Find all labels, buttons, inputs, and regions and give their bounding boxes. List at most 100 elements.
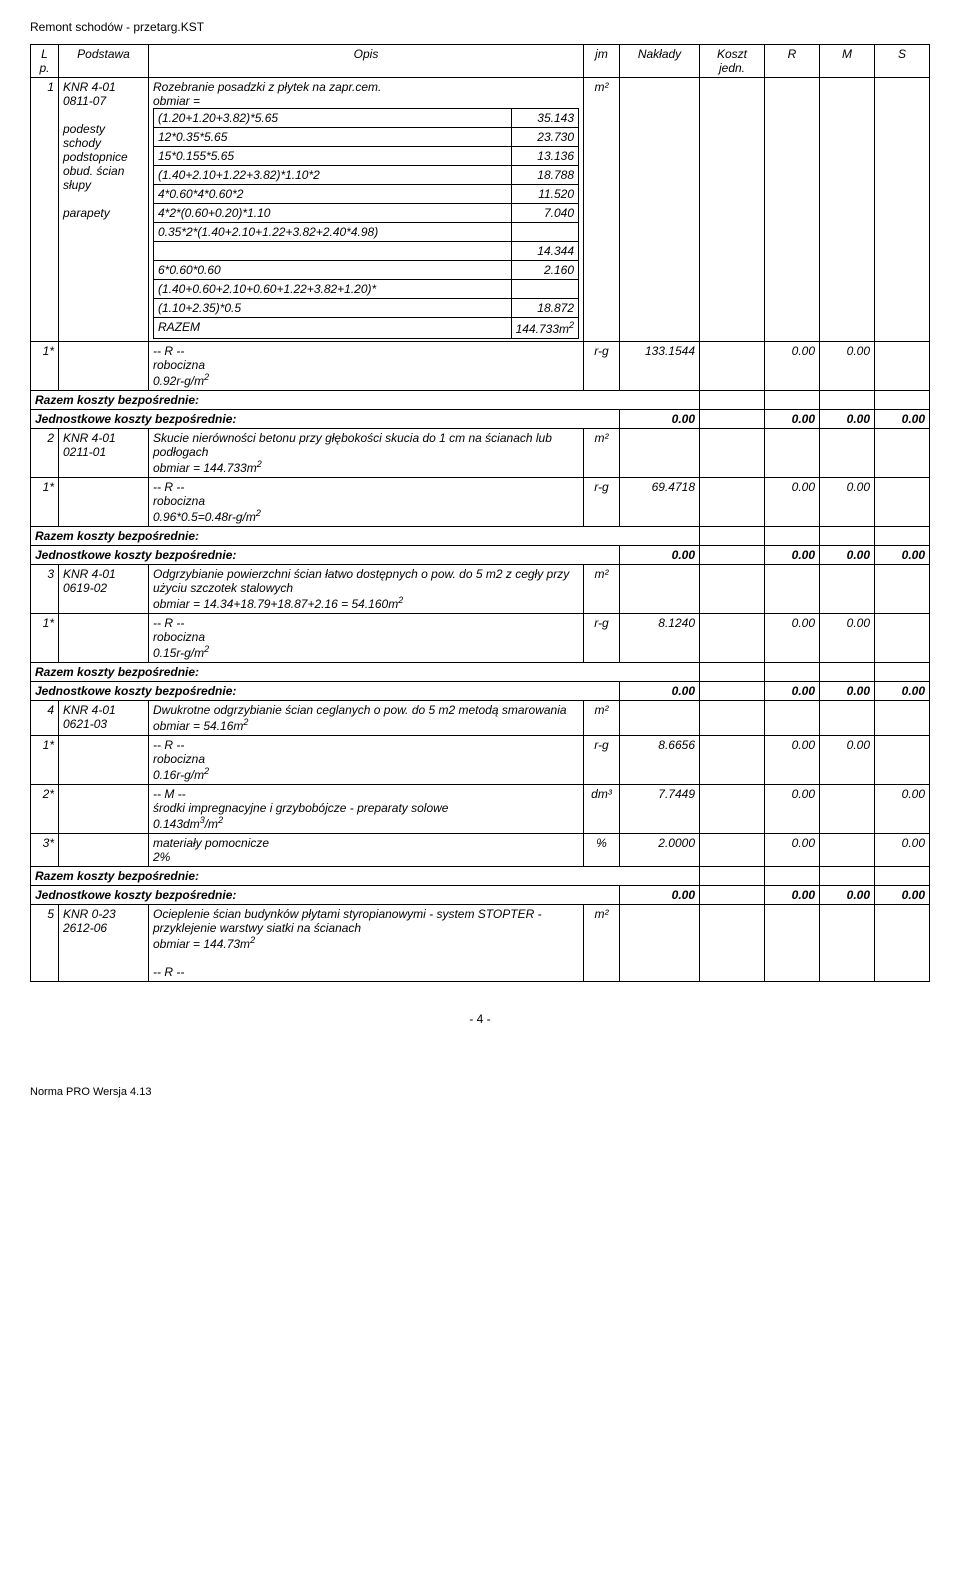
th-koszt: Koszt jedn.	[700, 45, 765, 78]
cell-lp: 1*	[31, 736, 59, 785]
cell-jm: m²	[584, 905, 620, 982]
cell-pod	[59, 342, 149, 391]
cell-r: 0.00	[765, 614, 820, 663]
jedn-label: Jednostkowe koszty bezpośrednie:	[31, 682, 620, 701]
cell-nak: 8.6656	[620, 736, 700, 785]
cell-opis: Dwukrotne odgrzybianie ścian ceglanych o…	[149, 701, 584, 736]
jedn-s: 0.00	[875, 886, 930, 905]
footer-software: Norma PRO Wersja 4.13	[30, 1086, 930, 1098]
jm-val: m²	[595, 80, 609, 94]
cell-opis: -- R --robocizna0.16r-g/m2	[149, 736, 584, 785]
razem-row: Razem koszty bezpośrednie:	[31, 663, 930, 682]
cell-jm: m²	[584, 429, 620, 478]
jedn-m: 0.00	[820, 886, 875, 905]
cell-s	[875, 342, 930, 391]
jedn-row: Jednostkowe koszty bezpośrednie: 0.00 0.…	[31, 682, 930, 701]
th-opis: Opis	[149, 45, 584, 78]
cell-jm: r-g	[584, 342, 620, 391]
cell-lp: 1*	[31, 342, 59, 391]
jedn-m: 0.00	[820, 410, 875, 429]
cell-r: 0.00	[765, 834, 820, 867]
razem-label: Razem koszty bezpośrednie:	[31, 867, 700, 886]
cell-opis: -- R --robocizna0.92r-g/m2	[149, 342, 584, 391]
th-r: R	[765, 45, 820, 78]
table-row: 2 KNR 4-010211-01 Skucie nierówności bet…	[31, 429, 930, 478]
cell-jm: r-g	[584, 614, 620, 663]
cell-jm: %	[584, 834, 620, 867]
cell-s	[875, 78, 930, 342]
jedn-label: Jednostkowe koszty bezpośrednie:	[31, 410, 620, 429]
cell-s: 0.00	[875, 785, 930, 834]
cell-r: 0.00	[765, 342, 820, 391]
table-row: 1* -- R --robocizna0.96*0.5=0.48r-g/m2 r…	[31, 478, 930, 527]
table-row: 5 KNR 0-232612-06 Ocieplenie ścian budyn…	[31, 905, 930, 982]
cell-jm: dm³	[584, 785, 620, 834]
jedn-label: Jednostkowe koszty bezpośrednie:	[31, 546, 620, 565]
cell-opis: -- R --robocizna0.96*0.5=0.48r-g/m2	[149, 478, 584, 527]
cell-m: 0.00	[820, 342, 875, 391]
razem-row: Razem koszty bezpośrednie:	[31, 867, 930, 886]
cell-lp: 1*	[31, 614, 59, 663]
razem-label: Razem koszty bezpośrednie:	[31, 391, 700, 410]
cell-nak	[620, 78, 700, 342]
cell-nak: 2.0000	[620, 834, 700, 867]
cell-lp: 1*	[31, 478, 59, 527]
jedn-s: 0.00	[875, 410, 930, 429]
jedn-r: 0.00	[765, 682, 820, 701]
cell-jm: r-g	[584, 736, 620, 785]
cell-r: 0.00	[765, 785, 820, 834]
jedn-r: 0.00	[765, 410, 820, 429]
jedn-row: Jednostkowe koszty bezpośrednie: 0.00 0.…	[31, 886, 930, 905]
doc-title: Remont schodów - przetarg.KST	[30, 20, 930, 34]
razem-row: Razem koszty bezpośrednie:	[31, 527, 930, 546]
table-row: 3* materiały pomocnicze2% % 2.0000 0.00 …	[31, 834, 930, 867]
cell-r	[765, 78, 820, 342]
table-row: 1* -- R --robocizna0.15r-g/m2 r-g 8.1240…	[31, 614, 930, 663]
cell-m: 0.00	[820, 478, 875, 527]
cell-lp: 2	[31, 429, 59, 478]
cell-opis: materiały pomocnicze2%	[149, 834, 584, 867]
cell-lp: 2*	[31, 785, 59, 834]
th-podstawa: Podstawa	[59, 45, 149, 78]
cell-r: 0.00	[765, 736, 820, 785]
cell-koszt	[700, 342, 765, 391]
cell-pod: KNR 4-010619-02	[59, 565, 149, 614]
cell-opis: Ocieplenie ścian budynków płytami styrop…	[149, 905, 584, 982]
th-naklady: Nakłady	[620, 45, 700, 78]
razem-label: Razem koszty bezpośrednie:	[31, 527, 700, 546]
th-m: M	[820, 45, 875, 78]
table-row: 4 KNR 4-010621-03 Dwukrotne odgrzybianie…	[31, 701, 930, 736]
razem-label: Razem koszty bezpośrednie:	[31, 663, 700, 682]
cell-nak: 8.1240	[620, 614, 700, 663]
cell-lp: 3	[31, 565, 59, 614]
cell-pod: KNR 0-232612-06	[59, 905, 149, 982]
jedn-row: Jednostkowe koszty bezpośrednie: 0.00 0.…	[31, 546, 930, 565]
cell-opis: Skucie nierówności betonu przy głębokośc…	[149, 429, 584, 478]
jedn-val: 0.00	[620, 410, 700, 429]
cell-lp: 5	[31, 905, 59, 982]
cell-m: 0.00	[820, 614, 875, 663]
cell-pod: KNR 4-010211-01	[59, 429, 149, 478]
jedn-m: 0.00	[820, 546, 875, 565]
jedn-m: 0.00	[820, 682, 875, 701]
th-s: S	[875, 45, 930, 78]
cell-nak: 7.7449	[620, 785, 700, 834]
cell-m: 0.00	[820, 736, 875, 785]
jedn-s: 0.00	[875, 546, 930, 565]
cell-opis: -- M --środki impregnacyjne i grzybobójc…	[149, 785, 584, 834]
cell-lp: 1	[31, 78, 59, 342]
cost-table: L p. Podstawa Opis jm Nakłady Koszt jedn…	[30, 44, 930, 982]
cell-lp: 3*	[31, 834, 59, 867]
cell-nak: 69.4718	[620, 478, 700, 527]
cell-jm: m²	[584, 565, 620, 614]
cell-jm: m²	[584, 78, 620, 342]
jedn-row: Jednostkowe koszty bezpośrednie: 0.00 0.…	[31, 410, 930, 429]
cell-opis: Odgrzybianie powierzchni ścian łatwo dos…	[149, 565, 584, 614]
cell-jm: r-g	[584, 478, 620, 527]
table-row: 3 KNR 4-010619-02 Odgrzybianie powierzch…	[31, 565, 930, 614]
jedn-val: 0.00	[620, 886, 700, 905]
jedn-r: 0.00	[765, 886, 820, 905]
page-number: - 4 -	[30, 1012, 930, 1026]
cell-s: 0.00	[875, 834, 930, 867]
cell-lp: 4	[31, 701, 59, 736]
